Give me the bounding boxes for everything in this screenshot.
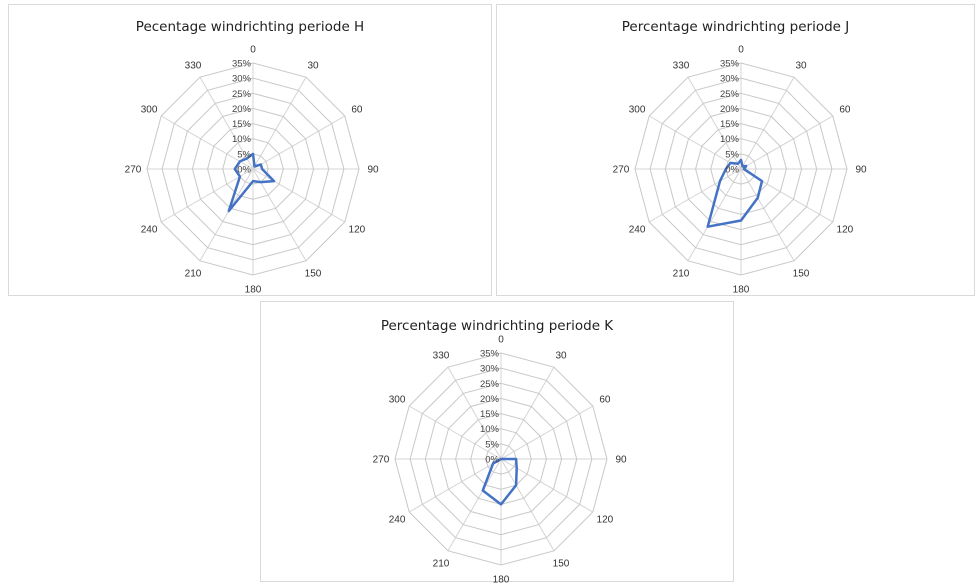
angle-label-330: 330 (673, 61, 690, 72)
ring-label-30%: 30% (720, 74, 740, 85)
angle-label-150: 150 (793, 268, 810, 279)
angle-label-30: 30 (307, 61, 319, 72)
ring-label-0%: 0% (485, 455, 499, 466)
ring-label-10%: 10% (480, 424, 500, 435)
radar-plot-k: 0%5%10%15%20%25%30%35%030609012015018021… (261, 302, 735, 583)
ring-label-30%: 30% (232, 74, 252, 85)
ring-label-35%: 35% (232, 59, 252, 70)
ring-label-15%: 15% (720, 119, 740, 130)
angle-label-30: 30 (795, 61, 807, 72)
radar-chart-j: Percentage windrichting periode J 0%5%10… (496, 4, 975, 296)
ring-label-10%: 10% (720, 134, 740, 145)
angle-label-60: 60 (351, 105, 363, 116)
radar-plot-h: 0% 5% 10% 15% 20% 25% 30% 35% 0 30 60 90 120 150 180 21… (9, 5, 493, 297)
angle-label-120: 120 (349, 225, 366, 236)
ring-label-0%: 0% (725, 165, 739, 176)
angle-label-300: 300 (389, 395, 406, 406)
ring-label-20%: 20% (480, 394, 500, 405)
angle-label-330: 330 (433, 351, 450, 362)
angle-label-180: 180 (245, 285, 262, 296)
angle-label-270: 270 (125, 165, 142, 176)
angle-label-270: 270 (613, 165, 630, 176)
angle-label-330: 330 (185, 61, 202, 72)
angle-label-30: 30 (555, 351, 567, 362)
angle-label-0: 0 (738, 45, 744, 56)
angle-label-180: 180 (733, 285, 750, 296)
ring-label-15%: 15% (480, 409, 500, 420)
angle-label-240: 240 (389, 515, 406, 526)
ring-label-5%: 5% (725, 149, 739, 160)
series-line-h (229, 154, 274, 211)
ring-label-15%: 15% (232, 119, 252, 130)
ring-label-25%: 25% (480, 379, 500, 390)
angle-label-90: 90 (615, 455, 627, 466)
angle-label-90: 90 (367, 165, 379, 176)
ring-label-20%: 20% (720, 104, 740, 115)
ring-label-25%: 25% (720, 89, 740, 100)
angle-label-270: 270 (373, 455, 390, 466)
ring-label-5%: 5% (237, 149, 251, 160)
radar-plot-j: 0% 5% 10% 15% 20% 25% 30% 35% 0 30 60 90 120 150 180 21… (497, 5, 975, 297)
ring-label-10%: 10% (232, 134, 252, 145)
angle-label-300: 300 (629, 105, 646, 116)
angle-label-210: 210 (433, 558, 450, 569)
radar-chart-k: Percentage windrichting periode K 0%5%10… (260, 301, 734, 582)
ring-label-35%: 35% (720, 59, 740, 70)
ring-label-20%: 20% (232, 104, 252, 115)
angle-label-0: 0 (498, 335, 504, 346)
radar-chart-h: Pecentage windrichting periode H 0%5%10%… (8, 4, 492, 296)
angle-label-240: 240 (629, 225, 646, 236)
angle-label-150: 150 (553, 558, 570, 569)
ring-label-30%: 30% (480, 364, 500, 375)
ring-label-0%: 0% (237, 165, 251, 176)
angle-label-120: 120 (837, 225, 854, 236)
angle-label-210: 210 (185, 268, 202, 279)
angle-label-120: 120 (597, 515, 614, 526)
ring-label-25%: 25% (232, 89, 252, 100)
angle-label-90: 90 (855, 165, 867, 176)
angle-label-240: 240 (141, 225, 158, 236)
angle-label-150: 150 (305, 268, 322, 279)
angle-label-60: 60 (599, 395, 611, 406)
ring-label-35%: 35% (480, 349, 500, 360)
ring-label-5%: 5% (485, 439, 499, 450)
angle-label-60: 60 (839, 105, 851, 116)
angle-label-0: 0 (250, 45, 256, 56)
angle-label-300: 300 (141, 105, 158, 116)
angle-label-210: 210 (673, 268, 690, 279)
